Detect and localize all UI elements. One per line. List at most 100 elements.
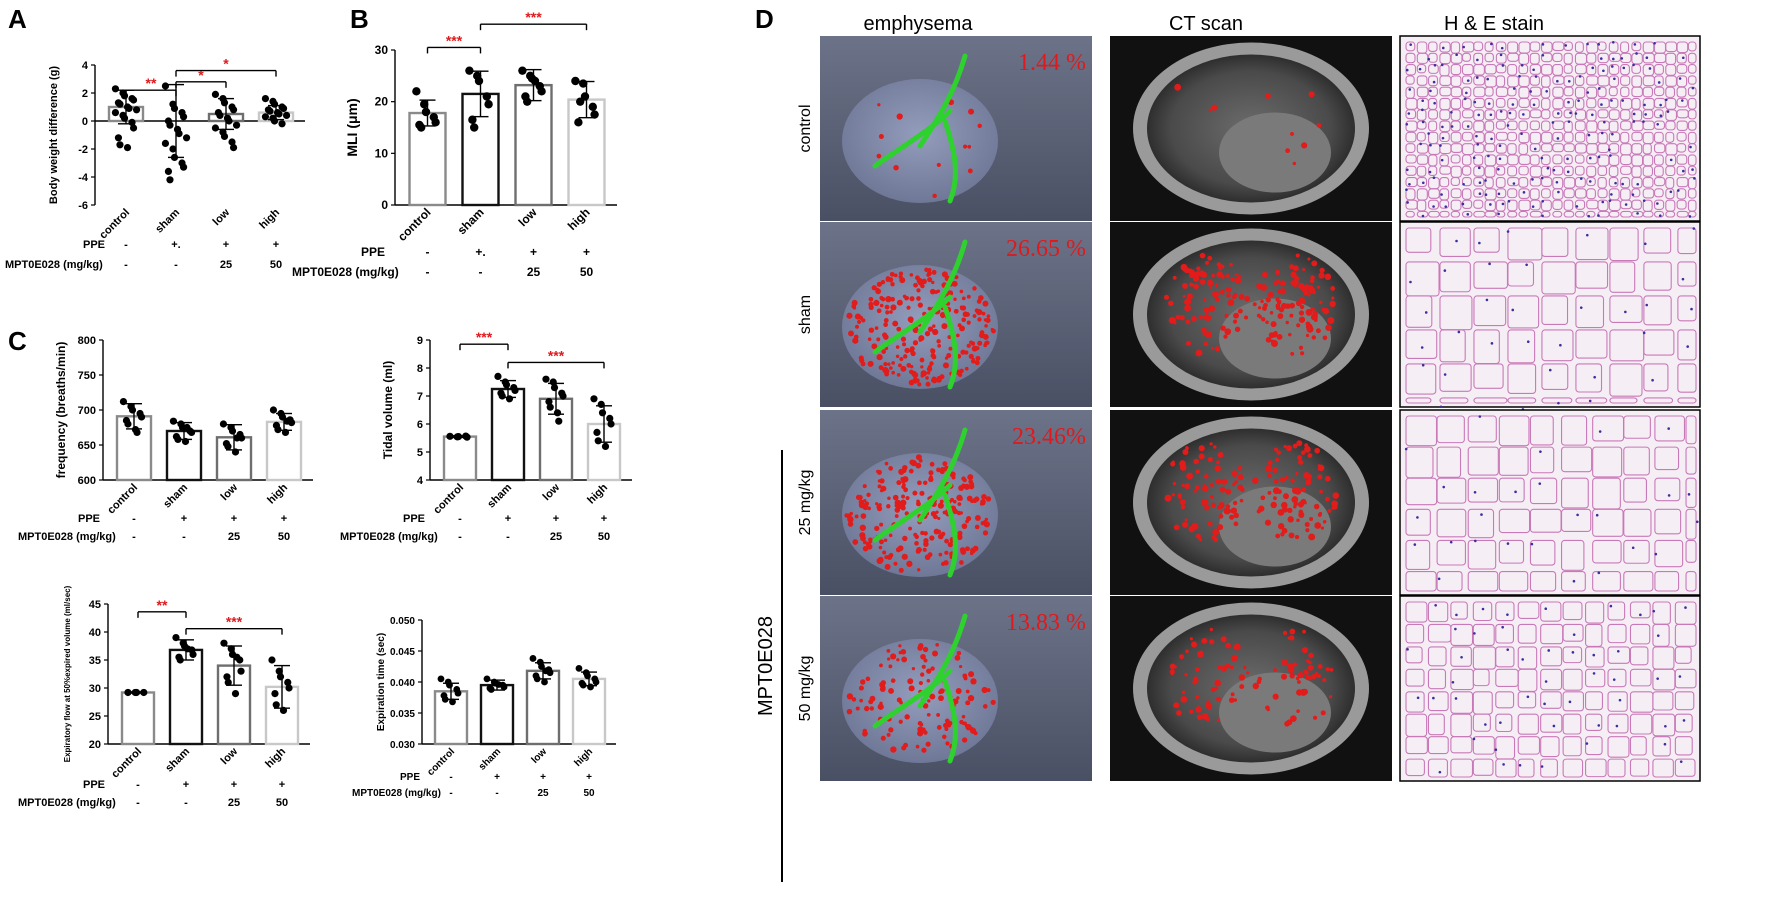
data-point (220, 132, 229, 140)
ct-emphysema-spot (1229, 262, 1233, 267)
emphysema-spot (908, 468, 914, 474)
nucleus (1450, 111, 1453, 114)
alveolus-wall (1631, 41, 1642, 52)
emphysema-spot (852, 306, 857, 310)
alveolus-wall (1563, 188, 1575, 199)
nucleus (1506, 648, 1510, 651)
alveolus-wall (1529, 52, 1540, 65)
ct-emphysema-spot (1317, 664, 1323, 670)
alveolus-wall (1472, 601, 1493, 622)
ct-emphysema-spot (1267, 460, 1273, 466)
emphysema-spot (920, 530, 925, 536)
emphysema-spot (867, 360, 874, 367)
drug-value: - (174, 259, 178, 271)
alveolus-wall (1507, 210, 1518, 218)
alveolus-wall (1495, 601, 1515, 622)
alveolus-wall (1518, 131, 1530, 144)
ct-emphysema-spot (1216, 718, 1221, 722)
ct-emphysema-spot (1301, 647, 1308, 654)
nucleus (1681, 277, 1685, 281)
nucleus (1621, 99, 1625, 102)
alveolus-wall (1654, 415, 1686, 442)
y-tick-label: -4 (78, 172, 89, 184)
alveolus-wall (1495, 188, 1507, 199)
emphysema-spot (898, 719, 903, 724)
ct-emphysema-spot (1217, 665, 1222, 670)
alveolus-wall (1518, 143, 1529, 155)
alveolus-wall (1473, 41, 1484, 52)
alveolus-wall (1439, 329, 1466, 363)
alveolus-wall (1685, 539, 1697, 563)
ct-emphysema-spot (1308, 533, 1316, 541)
emphysema-spot (926, 371, 931, 375)
ct-emphysema-spot (1304, 446, 1311, 453)
emphysema-spot (900, 336, 907, 342)
data-point (542, 667, 550, 675)
ct-emphysema-spot (1285, 148, 1290, 154)
alveolus-wall (1461, 165, 1472, 176)
drug-value: - (124, 259, 128, 271)
ppe-value: + (553, 513, 559, 525)
emphysema-spot (890, 296, 895, 302)
emphysema-spot (943, 722, 949, 729)
alveolus-wall (1405, 329, 1438, 359)
ct-emphysema-spot (1199, 278, 1206, 285)
emphysema-spot (916, 546, 922, 553)
alveolus-wall (1507, 97, 1518, 109)
nucleus (1608, 199, 1612, 202)
alveolus-wall (1592, 508, 1624, 537)
alveolus-wall (1629, 601, 1651, 619)
data-point (120, 114, 129, 122)
alveolus-wall (1552, 143, 1564, 153)
nucleus (1643, 103, 1646, 107)
ct-emphysema-spot (1324, 475, 1331, 482)
emphysema-spot (915, 744, 920, 749)
emphysema-spot (974, 496, 980, 502)
ct-emphysema-spot (1292, 161, 1297, 166)
ct-heart (1219, 112, 1331, 193)
ct-emphysema-spot (1210, 346, 1215, 351)
alveolus-wall (1575, 363, 1603, 393)
alveolus-wall (1653, 120, 1666, 130)
ct-emphysema-spot (1186, 293, 1193, 300)
ct-emphysema-spot (1182, 521, 1189, 528)
emphysema-spot (904, 296, 909, 301)
nucleus (1502, 763, 1505, 766)
nucleus (1632, 120, 1636, 123)
y-tick-label: -6 (78, 200, 88, 212)
nucleus (1494, 748, 1498, 751)
ct-emphysema-spot (1294, 534, 1300, 540)
emphysema-spot (876, 337, 881, 342)
he-stain-image (1399, 595, 1701, 782)
nucleus (1484, 179, 1487, 182)
emphysema-spot (888, 664, 893, 669)
alveolus-wall (1623, 477, 1647, 503)
ct-emphysema-spot (1267, 473, 1272, 479)
emphysema-spot (980, 499, 986, 505)
nucleus (1406, 168, 1409, 172)
data-point (601, 442, 610, 450)
ct-emphysema-spot (1185, 340, 1192, 346)
alveolus-wall (1586, 64, 1597, 76)
ct-emphysema-spot (1267, 490, 1272, 495)
ct-emphysema-spot (1273, 668, 1277, 672)
emphysema-spot (961, 476, 966, 481)
he-stain-image (1399, 35, 1701, 222)
data-point (511, 386, 519, 394)
ct-emphysema-spot (1275, 533, 1281, 539)
emphysema-spot (906, 305, 911, 310)
emphysema-spot (957, 372, 963, 378)
data-point (232, 121, 241, 129)
ct-emphysema-spot (1182, 294, 1186, 298)
emphysema-spot (884, 555, 889, 560)
emphysema-spot (865, 676, 871, 682)
emphysema-spot (972, 545, 979, 552)
alveolus-wall (1575, 227, 1609, 261)
alveolus-wall (1461, 52, 1472, 62)
nucleus (1406, 201, 1409, 204)
emphysema-spot (985, 317, 991, 323)
ct-emphysema-spot (1290, 715, 1297, 722)
ct-emphysema-spot (1193, 458, 1200, 465)
nucleus (1587, 214, 1591, 218)
ct-emphysema-spot (1214, 346, 1221, 352)
